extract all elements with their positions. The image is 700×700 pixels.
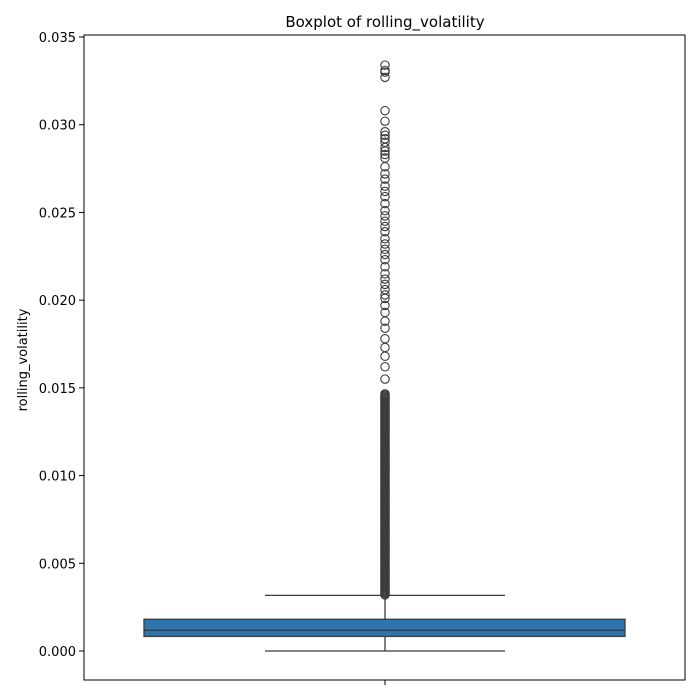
outlier-point [380, 342, 390, 353]
outlier-point [380, 323, 390, 333]
outlier-point [380, 374, 390, 384]
outlier-point [380, 362, 390, 372]
outlier-point [380, 216, 390, 226]
outlier-point [380, 174, 390, 184]
outlier-point [380, 279, 390, 290]
outlier-point [380, 181, 390, 191]
outlier-point [380, 249, 390, 260]
y-tick-label: 0.035 [39, 31, 76, 46]
y-tick-label: 0.000 [39, 645, 76, 660]
outlier-point [380, 389, 390, 399]
outlier-point [380, 221, 390, 232]
box-series [143, 594, 626, 652]
outlier-point [380, 269, 390, 279]
outlier-point [380, 149, 390, 160]
outlier-point [380, 137, 390, 148]
outlier-point [380, 244, 390, 255]
outlier-point [380, 72, 390, 83]
outlier-series [380, 60, 390, 600]
chart-title: Boxplot of rolling_volatility [285, 13, 484, 32]
interquartile-box [143, 618, 626, 638]
outlier-point [380, 333, 390, 344]
outlier-point [380, 307, 390, 318]
outlier-point [380, 186, 390, 197]
outlier-point [380, 274, 390, 284]
outlier-point [380, 255, 390, 265]
y-tick-label: 0.030 [39, 119, 76, 134]
y-tick-label: 0.015 [39, 382, 76, 397]
outlier-point [380, 65, 390, 76]
outlier-point [380, 126, 390, 137]
y-tick-label: 0.010 [39, 470, 76, 485]
outlier-point [380, 153, 390, 163]
outlier-point [380, 262, 390, 272]
outlier-point [380, 205, 390, 216]
outlier-point [380, 211, 390, 221]
y-tick-label: 0.020 [39, 294, 76, 309]
outlier-point [380, 105, 390, 116]
outlier-point [380, 300, 390, 311]
outlier-point [380, 239, 390, 249]
outlier-point [380, 130, 390, 140]
outlier-point [380, 191, 390, 202]
outlier-point [380, 290, 390, 300]
outlier-point [380, 226, 390, 237]
outlier-point [380, 233, 390, 244]
outlier-point [380, 284, 390, 295]
y-axis-label: rolling_volatility [16, 308, 31, 411]
outlier-point [380, 198, 390, 209]
outlier-point [380, 60, 390, 70]
outlier-point [380, 133, 390, 144]
outlier-point [380, 169, 390, 179]
y-tick-label: 0.025 [39, 206, 76, 221]
outlier-point [380, 351, 390, 362]
outlier-point [380, 116, 390, 126]
y-axis: 0.000 0.005 0.010 0.015 0.020 0.025 0.030 0.035 [39, 31, 84, 660]
y-tick-label: 0.005 [39, 557, 76, 572]
